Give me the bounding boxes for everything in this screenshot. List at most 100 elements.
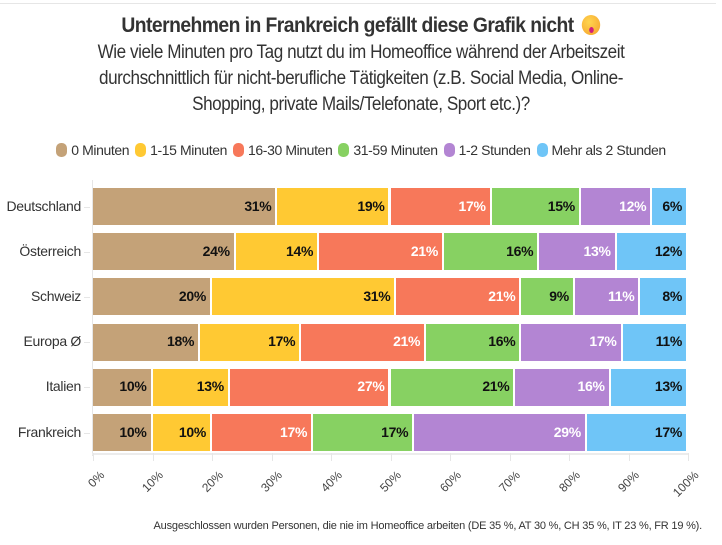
x-tick-label: 60% <box>437 468 464 495</box>
bar-segment[interactable] <box>521 323 623 361</box>
x-tick-label: 10% <box>139 468 167 495</box>
bar-segment[interactable] <box>586 414 688 451</box>
legend-item[interactable]: 0 Minuten <box>56 142 130 158</box>
y-tick-mark <box>84 387 90 389</box>
bar-segment[interactable] <box>580 188 653 225</box>
data-label: 9% <box>549 287 569 304</box>
y-tick-mark <box>84 296 90 298</box>
data-label: 10% <box>119 378 147 395</box>
legend-item[interactable]: 16-30 Minuten <box>233 142 333 158</box>
bar-segment[interactable] <box>200 323 302 361</box>
bar-segment[interactable] <box>396 278 522 316</box>
legend-swatch <box>233 143 245 157</box>
chart-title: Unternehmen in Frankreich gefällt diese … <box>29 14 693 38</box>
legend-label: Mehr als 2 Stunden <box>551 142 667 158</box>
legend-item[interactable]: 1-2 Stunden <box>443 142 531 158</box>
legend-swatch <box>443 143 455 157</box>
subtitle-line: Wie viele Minuten pro Tag nutzt du im Ho… <box>97 42 625 63</box>
legend-item[interactable]: Mehr als 2 Stunden <box>536 142 667 158</box>
data-label: 17% <box>268 333 296 350</box>
bar-segment[interactable] <box>212 414 314 451</box>
bar-segment[interactable] <box>515 368 611 406</box>
bar-segment[interactable] <box>444 233 540 271</box>
bar-segment[interactable] <box>610 368 688 406</box>
data-label: 12% <box>619 197 647 214</box>
legend-label: 0 Minuten <box>71 142 130 158</box>
legend-item[interactable]: 1-15 Minuten <box>135 142 227 158</box>
x-tick-mark <box>688 453 689 461</box>
chart-title-text: Unternehmen in Frankreich gefällt diese … <box>121 14 574 37</box>
bar-segment[interactable] <box>539 233 617 271</box>
bar-segment[interactable] <box>212 278 397 316</box>
x-tick-mark <box>271 453 273 461</box>
data-label: 20% <box>178 287 206 304</box>
bar-segment[interactable] <box>93 414 153 451</box>
bar-segment[interactable] <box>491 188 581 225</box>
bar-segment[interactable] <box>414 414 587 451</box>
bar-segment[interactable] <box>574 278 641 316</box>
bar-segment[interactable] <box>426 323 522 361</box>
bar-segment[interactable] <box>616 233 688 271</box>
bar-segment[interactable] <box>93 188 278 225</box>
x-tick-mark <box>628 453 630 461</box>
legend-swatch <box>56 143 68 157</box>
data-label: 31% <box>244 197 272 214</box>
x-tick-mark <box>509 453 511 461</box>
bar-segment[interactable] <box>93 323 201 361</box>
data-label: 15% <box>547 197 575 214</box>
data-label: 17% <box>458 197 486 214</box>
data-label: 13% <box>583 242 611 259</box>
bar-segment[interactable] <box>319 233 445 271</box>
bar-segment[interactable] <box>93 278 212 316</box>
x-tick-mark <box>93 453 94 461</box>
x-tick-mark <box>212 453 213 461</box>
bar-segment[interactable] <box>93 233 236 271</box>
y-tick-mark <box>84 432 90 434</box>
data-label: 8% <box>662 287 682 304</box>
data-label: 19% <box>357 197 385 214</box>
data-label: 21% <box>482 378 510 395</box>
x-tick-label: 80% <box>556 468 583 495</box>
bar-segment[interactable] <box>622 323 688 361</box>
subtitle-line: durchschnittlich für nicht-berufliche Tä… <box>99 68 623 89</box>
y-tick-label: Frankreich <box>17 423 81 440</box>
bar-segment[interactable] <box>277 188 391 225</box>
legend-label: 16-30 Minuten <box>248 142 333 158</box>
bar-segment[interactable] <box>652 188 688 225</box>
x-tick-label: 30% <box>258 468 286 495</box>
bar-segment[interactable] <box>152 414 212 451</box>
y-axis-line <box>92 180 93 456</box>
data-label: 6% <box>662 197 682 214</box>
data-label: 21% <box>488 287 516 304</box>
y-tick-mark <box>84 251 90 253</box>
x-tick-label: 90% <box>615 468 643 495</box>
x-tick-label: 50% <box>377 468 405 495</box>
data-label: 17% <box>280 423 308 440</box>
y-tick-label: Schweiz <box>30 287 81 304</box>
bar-segment[interactable] <box>521 278 575 316</box>
bar-segment[interactable] <box>640 278 688 316</box>
bar-segment[interactable] <box>235 233 320 271</box>
chart-subtitle: Wie viele Minuten pro Tag nutzt du im Ho… <box>36 40 686 118</box>
y-tick-mark <box>84 342 90 344</box>
data-label: 10% <box>178 423 206 440</box>
bar-segment[interactable] <box>390 188 492 225</box>
legend-item[interactable]: 31-59 Minuten <box>338 142 438 158</box>
x-tick-mark <box>390 453 392 461</box>
bar-segment[interactable] <box>152 368 230 406</box>
data-label: 16% <box>488 333 516 350</box>
bar-segment[interactable] <box>390 368 516 406</box>
data-label: 31% <box>363 287 391 304</box>
y-tick-label: Europa Ø <box>23 333 81 350</box>
bar-segment[interactable] <box>313 414 415 451</box>
subtitle-line: Shopping, private Mails/Telefonate, Spor… <box>192 94 530 115</box>
y-tick-label: Österreich <box>19 242 81 259</box>
x-tick-label: 100% <box>670 468 702 500</box>
legend-swatch <box>135 143 147 157</box>
data-label: 13% <box>654 378 682 395</box>
bar-segment[interactable] <box>93 368 153 406</box>
bar-segment[interactable] <box>229 368 391 406</box>
bar-segment[interactable] <box>301 323 427 361</box>
data-label: 27% <box>357 378 385 395</box>
data-label: 12% <box>654 242 682 259</box>
